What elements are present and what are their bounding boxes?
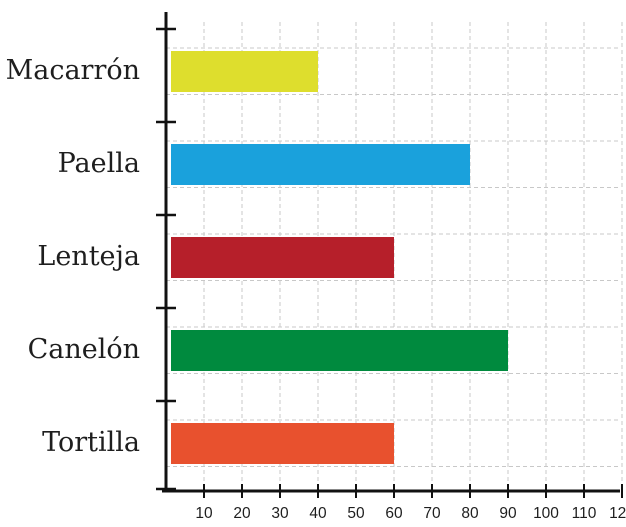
x-tick-label: 40 xyxy=(309,505,327,522)
x-tick-label: 20 xyxy=(233,505,251,522)
bar-macarrón xyxy=(171,51,318,92)
x-tick-label: 80 xyxy=(461,505,479,522)
category-label: Canelón xyxy=(28,334,140,365)
x-tick-label: 90 xyxy=(499,505,517,522)
x-tick-label: 120 xyxy=(609,505,626,522)
bars-group xyxy=(171,51,508,464)
bar-tortilla xyxy=(171,423,394,464)
category-label: Paella xyxy=(58,148,140,179)
category-label: Lenteja xyxy=(37,241,140,272)
category-label: Macarrón xyxy=(6,55,140,86)
bar-paella xyxy=(171,144,470,185)
x-tick-label: 60 xyxy=(385,505,403,522)
axes-group xyxy=(156,12,623,498)
x-tick-label: 10 xyxy=(195,505,213,522)
x-tick-label: 50 xyxy=(347,505,365,522)
category-label: Tortilla xyxy=(42,427,140,458)
x-tick-label: 70 xyxy=(423,505,441,522)
x-tick-label: 110 xyxy=(572,505,597,522)
bar-lenteja xyxy=(171,237,394,278)
grid-lines xyxy=(166,22,623,491)
bar-canelón xyxy=(171,330,508,371)
labels-group: Macarrón Paella Lenteja Canelón Tortilla 10 20… xyxy=(6,55,626,522)
x-tick-label: 30 xyxy=(271,505,289,522)
x-tick-label: 100 xyxy=(533,505,559,522)
